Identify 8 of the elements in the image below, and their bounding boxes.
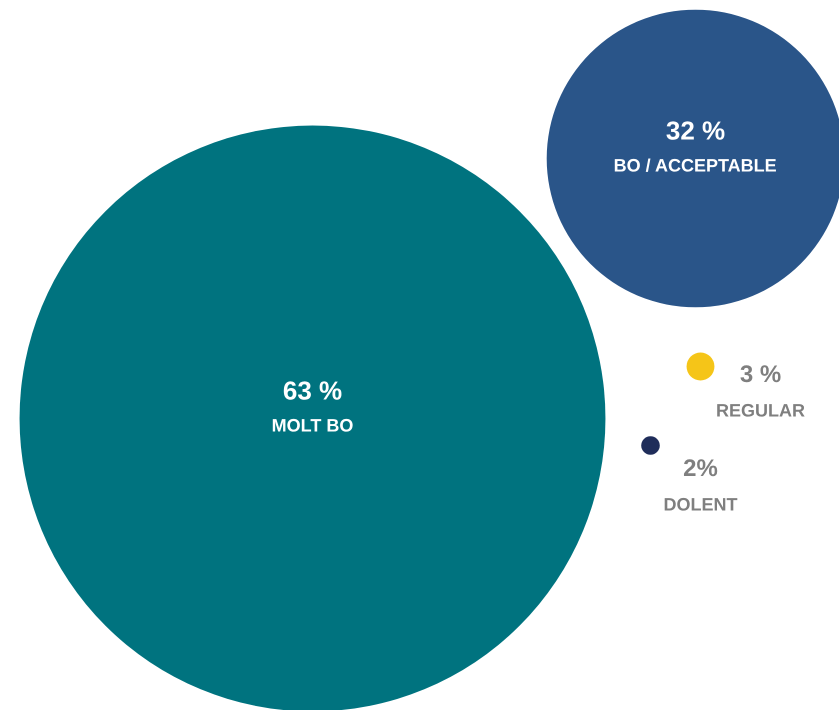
data-label: 32 % (666, 116, 726, 146)
category-label: MOLT BO (272, 416, 354, 436)
data-label: 2% (683, 455, 718, 482)
data-label: 63 % (282, 376, 342, 406)
category-label: DOLENT (664, 494, 738, 514)
category-label: BO / ACCEPTABLE (614, 156, 777, 176)
data-label: 3 % (740, 361, 782, 388)
category-label: REGULAR (716, 400, 805, 420)
